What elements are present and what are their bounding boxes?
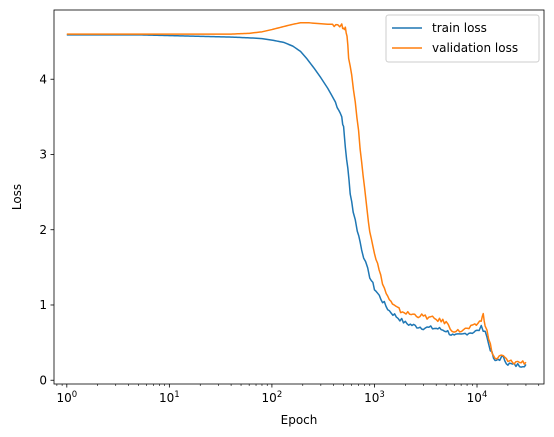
x-axis: 100 101 102 103 104 <box>56 384 540 405</box>
legend-box <box>385 14 540 63</box>
plot-frame <box>53 9 545 385</box>
x-tick-label: 102 <box>262 390 283 405</box>
x-tick-label: 100 <box>56 390 77 405</box>
y-tick-label: 1 <box>39 298 47 312</box>
y-axis-label: Loss <box>10 184 24 210</box>
x-tick-label: 101 <box>159 390 180 405</box>
legend: train loss validation loss <box>385 14 540 63</box>
legend-label-train: train loss <box>432 21 487 35</box>
x-axis-label: Epoch <box>281 413 318 427</box>
y-tick-label: 3 <box>39 148 47 162</box>
series-layer <box>66 22 527 368</box>
series-line-0 <box>66 34 527 368</box>
x-tick-label: 103 <box>364 390 385 405</box>
y-tick-label: 2 <box>39 223 47 237</box>
y-axis: 0 1 2 3 4 <box>39 72 54 387</box>
y-tick-label: 0 <box>39 373 47 387</box>
x-tick-label: 104 <box>467 390 488 405</box>
series-line-1 <box>66 22 527 365</box>
y-tick-label: 4 <box>39 72 47 86</box>
legend-label-validation: validation loss <box>432 41 518 55</box>
